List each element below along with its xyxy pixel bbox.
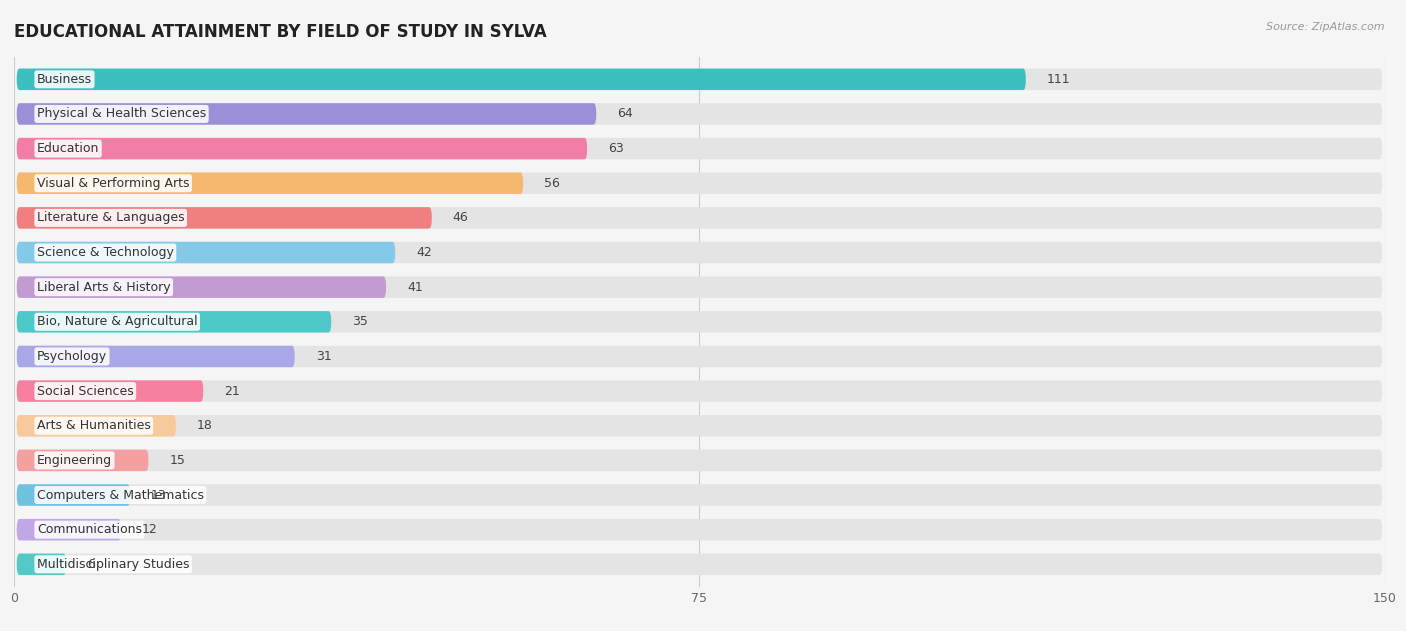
FancyBboxPatch shape (17, 172, 1382, 194)
Text: 12: 12 (142, 523, 157, 536)
FancyBboxPatch shape (17, 553, 1382, 575)
FancyBboxPatch shape (17, 276, 387, 298)
Text: Education: Education (37, 142, 100, 155)
FancyBboxPatch shape (17, 69, 1382, 90)
FancyBboxPatch shape (17, 519, 1382, 540)
FancyBboxPatch shape (17, 380, 1382, 402)
FancyBboxPatch shape (17, 207, 432, 228)
Text: Communications: Communications (37, 523, 142, 536)
Text: Business: Business (37, 73, 91, 86)
FancyBboxPatch shape (17, 69, 1026, 90)
Text: Literature & Languages: Literature & Languages (37, 211, 184, 225)
Text: 18: 18 (197, 419, 212, 432)
Text: 41: 41 (408, 281, 423, 293)
Text: Engineering: Engineering (37, 454, 112, 467)
Text: 42: 42 (416, 246, 432, 259)
Text: 31: 31 (316, 350, 332, 363)
FancyBboxPatch shape (17, 415, 176, 437)
FancyBboxPatch shape (17, 450, 149, 471)
Text: 35: 35 (353, 316, 368, 328)
FancyBboxPatch shape (17, 103, 596, 125)
Text: Physical & Health Sciences: Physical & Health Sciences (37, 107, 207, 121)
FancyBboxPatch shape (17, 346, 1382, 367)
Text: 56: 56 (544, 177, 560, 190)
Text: Computers & Mathematics: Computers & Mathematics (37, 488, 204, 502)
Text: 46: 46 (453, 211, 468, 225)
Text: Multidisciplinary Studies: Multidisciplinary Studies (37, 558, 190, 571)
Text: Source: ZipAtlas.com: Source: ZipAtlas.com (1267, 22, 1385, 32)
FancyBboxPatch shape (17, 553, 66, 575)
Text: Visual & Performing Arts: Visual & Performing Arts (37, 177, 190, 190)
FancyBboxPatch shape (17, 484, 131, 506)
FancyBboxPatch shape (17, 138, 588, 160)
FancyBboxPatch shape (17, 346, 295, 367)
FancyBboxPatch shape (17, 276, 1382, 298)
Text: Liberal Arts & History: Liberal Arts & History (37, 281, 170, 293)
FancyBboxPatch shape (17, 415, 1382, 437)
Text: Arts & Humanities: Arts & Humanities (37, 419, 150, 432)
Text: Psychology: Psychology (37, 350, 107, 363)
FancyBboxPatch shape (17, 207, 1382, 228)
Text: EDUCATIONAL ATTAINMENT BY FIELD OF STUDY IN SYLVA: EDUCATIONAL ATTAINMENT BY FIELD OF STUDY… (14, 23, 547, 42)
Text: Science & Technology: Science & Technology (37, 246, 174, 259)
Text: 6: 6 (87, 558, 96, 571)
FancyBboxPatch shape (17, 172, 523, 194)
Text: 63: 63 (609, 142, 624, 155)
FancyBboxPatch shape (17, 484, 1382, 506)
FancyBboxPatch shape (17, 380, 204, 402)
FancyBboxPatch shape (17, 450, 1382, 471)
FancyBboxPatch shape (17, 242, 395, 263)
Text: 21: 21 (225, 385, 240, 398)
Text: 64: 64 (617, 107, 633, 121)
FancyBboxPatch shape (17, 103, 1382, 125)
FancyBboxPatch shape (17, 311, 1382, 333)
Text: 15: 15 (170, 454, 186, 467)
FancyBboxPatch shape (17, 519, 121, 540)
FancyBboxPatch shape (17, 311, 332, 333)
Text: Social Sciences: Social Sciences (37, 385, 134, 398)
Text: 111: 111 (1046, 73, 1070, 86)
FancyBboxPatch shape (17, 138, 1382, 160)
Text: Bio, Nature & Agricultural: Bio, Nature & Agricultural (37, 316, 197, 328)
Text: 13: 13 (152, 488, 167, 502)
FancyBboxPatch shape (17, 242, 1382, 263)
